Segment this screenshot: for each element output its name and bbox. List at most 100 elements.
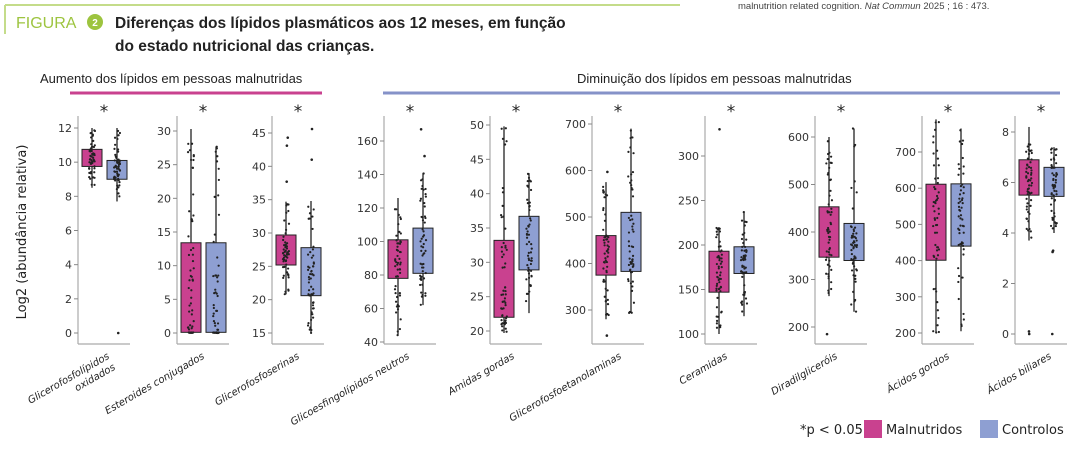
data-point: [855, 245, 858, 249]
data-point: [957, 173, 960, 176]
data-point: [501, 137, 505, 140]
data-point: [421, 246, 425, 249]
data-point: [500, 319, 503, 322]
data-point: [187, 142, 190, 145]
data-point: [1025, 205, 1028, 208]
data-point: [505, 140, 508, 143]
data-point: [1030, 169, 1033, 172]
data-point: [605, 194, 609, 197]
data-point: [419, 179, 423, 182]
data-point: [743, 290, 747, 294]
data-point: [188, 331, 191, 334]
data-point: [214, 274, 218, 277]
citation-ref: 2025 ; 16 : 473.: [923, 1, 989, 12]
data-point: [284, 243, 287, 246]
data-point: [424, 195, 427, 198]
data-point: [308, 294, 311, 297]
data-point: [1029, 166, 1033, 170]
data-point: [631, 280, 634, 283]
data-point: [282, 256, 286, 259]
data-point: [307, 205, 310, 208]
data-point: [853, 180, 856, 183]
data-point: [419, 240, 422, 243]
data-point: [957, 297, 960, 301]
data-point: [632, 222, 635, 225]
data-point: [191, 253, 195, 256]
data-point: [113, 136, 117, 139]
data-point: [937, 164, 940, 167]
y-tick-label: 40: [364, 336, 378, 349]
data-point: [527, 257, 530, 260]
data-point: [855, 268, 858, 271]
data-point: [827, 277, 830, 280]
data-point: [961, 244, 965, 247]
data-point: [932, 330, 935, 333]
box-controls: [412, 227, 434, 274]
data-point: [189, 274, 192, 278]
y-tick-label: 400: [895, 255, 916, 268]
y-tick-label: 25: [157, 159, 171, 172]
data-point: [312, 274, 315, 277]
data-point: [851, 262, 854, 265]
outlier-point: [285, 180, 289, 183]
data-point: [630, 311, 633, 314]
data-point: [959, 189, 963, 192]
data-point: [739, 258, 743, 262]
data-point: [117, 177, 120, 180]
data-point: [394, 292, 397, 295]
data-point: [1025, 167, 1028, 170]
outlier-point: [116, 331, 120, 335]
data-point: [213, 321, 216, 325]
data-point: [1026, 202, 1029, 205]
data-point: [628, 311, 631, 315]
data-point: [937, 330, 940, 334]
data-point: [420, 266, 424, 269]
y-tick-label: 8: [1002, 126, 1009, 139]
data-point: [631, 260, 634, 263]
data-point: [287, 209, 290, 213]
data-point: [851, 127, 855, 130]
data-point: [740, 237, 744, 241]
data-point: [505, 315, 508, 318]
data-point: [827, 289, 830, 292]
data-point: [309, 272, 312, 276]
data-point: [627, 278, 630, 281]
data-point: [741, 271, 744, 274]
outlier-point: [419, 127, 423, 131]
data-point: [308, 328, 311, 331]
legend-swatch-controls: [980, 420, 998, 438]
data-point: [525, 232, 529, 236]
data-point: [114, 170, 117, 173]
y-tick-label: 200: [788, 321, 809, 334]
data-point: [503, 297, 507, 300]
data-point: [1049, 203, 1053, 206]
y-tick-label: 5: [164, 293, 171, 306]
data-point: [1051, 172, 1054, 175]
data-point: [961, 142, 964, 146]
data-point: [937, 121, 940, 124]
data-point: [421, 263, 424, 266]
data-point: [1027, 152, 1031, 156]
data-point: [631, 228, 634, 231]
data-point: [603, 252, 606, 255]
data-point: [190, 142, 194, 145]
y-tick-label: 10: [157, 260, 171, 273]
data-point: [959, 209, 962, 212]
data-point: [958, 232, 961, 235]
data-point: [854, 310, 858, 313]
data-point: [282, 260, 285, 263]
data-point: [421, 293, 424, 297]
data-point: [855, 239, 858, 242]
box-malnourished: [925, 183, 947, 261]
data-point: [215, 160, 219, 163]
data-point: [631, 218, 634, 221]
data-point: [93, 152, 96, 156]
data-point: [420, 291, 423, 294]
box-controls: [205, 242, 227, 333]
data-point: [743, 224, 746, 227]
data-point: [419, 303, 422, 306]
data-point: [192, 193, 195, 196]
data-point: [852, 290, 855, 293]
data-point: [632, 301, 636, 304]
data-point: [627, 279, 630, 283]
